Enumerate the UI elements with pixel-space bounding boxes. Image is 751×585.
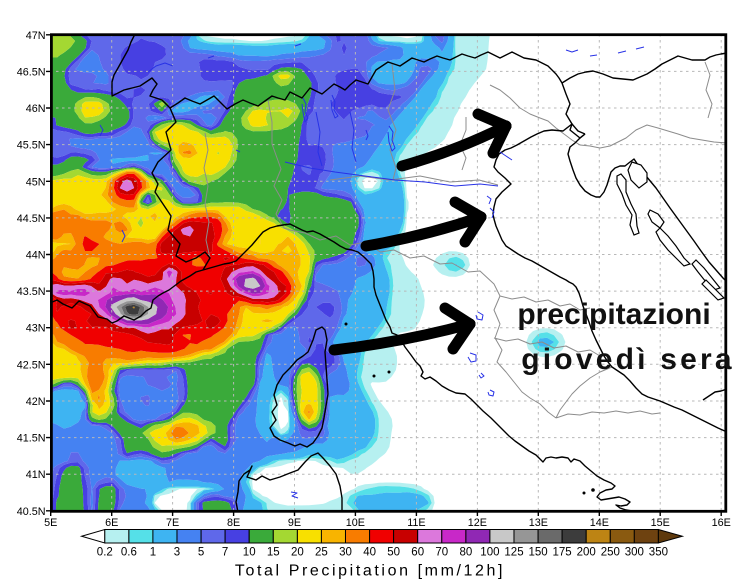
svg-text:1: 1 <box>150 547 156 559</box>
svg-text:150: 150 <box>529 547 548 559</box>
svg-text:300: 300 <box>625 547 644 559</box>
svg-text:100: 100 <box>480 547 499 559</box>
svg-text:7E: 7E <box>166 517 179 529</box>
svg-text:9E: 9E <box>288 517 301 529</box>
svg-text:14E: 14E <box>590 517 609 529</box>
svg-text:200: 200 <box>577 547 596 559</box>
svg-text:8E: 8E <box>227 517 240 529</box>
svg-text:350: 350 <box>649 547 668 559</box>
svg-text:70: 70 <box>435 547 448 559</box>
svg-text:41N: 41N <box>26 469 46 481</box>
svg-text:41.5N: 41.5N <box>17 433 46 445</box>
svg-text:50: 50 <box>387 547 400 559</box>
svg-text:45.5N: 45.5N <box>17 140 46 152</box>
svg-text:precipitazioni: precipitazioni <box>517 298 710 331</box>
svg-text:40: 40 <box>363 547 376 559</box>
svg-text:80: 80 <box>460 547 473 559</box>
svg-text:125: 125 <box>504 547 523 559</box>
svg-text:10E: 10E <box>346 517 365 529</box>
svg-text:12E: 12E <box>468 517 487 529</box>
svg-text:46.5N: 46.5N <box>17 66 46 78</box>
svg-text:20: 20 <box>291 547 304 559</box>
svg-text:42N: 42N <box>26 396 46 408</box>
svg-text:11E: 11E <box>407 517 425 529</box>
svg-text:0.2: 0.2 <box>97 547 113 559</box>
svg-text:10: 10 <box>243 547 256 559</box>
svg-text:175: 175 <box>553 547 572 559</box>
svg-text:250: 250 <box>601 547 620 559</box>
svg-text:6E: 6E <box>105 517 118 529</box>
svg-text:15: 15 <box>267 547 280 559</box>
svg-text:5: 5 <box>198 547 204 559</box>
svg-text:Total Precipitation [mm/12h]: Total Precipitation [mm/12h] <box>235 563 505 580</box>
svg-text:42.5N: 42.5N <box>17 359 46 371</box>
svg-text:46N: 46N <box>26 103 46 115</box>
svg-text:44N: 44N <box>26 250 46 262</box>
svg-text:30: 30 <box>339 547 352 559</box>
svg-text:47N: 47N <box>26 30 46 42</box>
svg-text:60: 60 <box>411 547 424 559</box>
svg-text:0.6: 0.6 <box>121 547 137 559</box>
svg-text:43.5N: 43.5N <box>17 286 46 298</box>
svg-text:13E: 13E <box>529 517 548 529</box>
svg-text:giovedì sera: giovedì sera <box>521 343 734 376</box>
svg-text:45N: 45N <box>26 176 46 188</box>
svg-text:40.5N: 40.5N <box>17 506 46 518</box>
svg-text:7: 7 <box>222 547 228 559</box>
svg-text:15E: 15E <box>651 517 670 529</box>
svg-text:5E: 5E <box>44 517 57 529</box>
svg-text:25: 25 <box>315 547 328 559</box>
svg-text:44.5N: 44.5N <box>17 213 46 225</box>
svg-text:3: 3 <box>174 547 180 559</box>
svg-text:16E: 16E <box>712 517 731 529</box>
svg-text:43N: 43N <box>26 323 46 335</box>
